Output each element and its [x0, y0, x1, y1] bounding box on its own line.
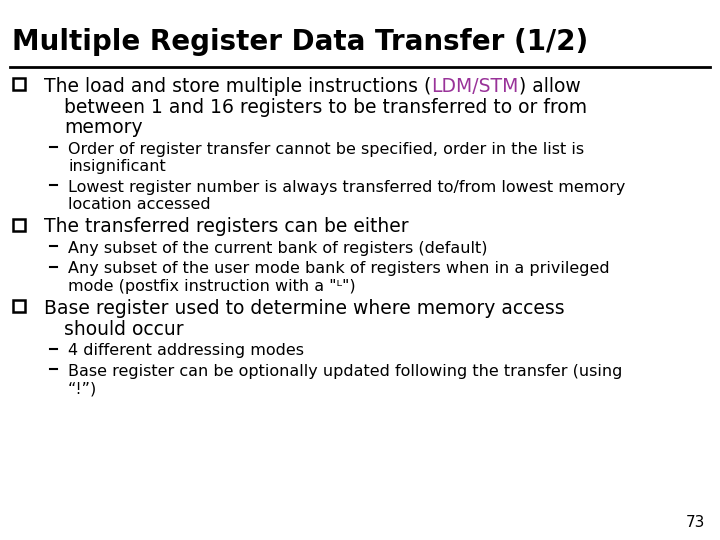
- Text: should occur: should occur: [64, 320, 184, 339]
- Text: The transferred registers can be either: The transferred registers can be either: [44, 218, 409, 237]
- Text: mode (postfix instruction with a "ᴸ"): mode (postfix instruction with a "ᴸ"): [68, 279, 356, 294]
- Text: 4 different addressing modes: 4 different addressing modes: [68, 343, 304, 359]
- Bar: [13, 219, 25, 231]
- Text: between 1 and 16 registers to be transferred to or from: between 1 and 16 registers to be transfe…: [64, 98, 587, 117]
- Text: ) allow: ) allow: [518, 77, 580, 96]
- Bar: [13, 300, 25, 313]
- Text: Any subset of the current bank of registers (default): Any subset of the current bank of regist…: [68, 241, 487, 256]
- Text: Base register used to determine where memory access: Base register used to determine where me…: [44, 300, 564, 319]
- Bar: [13, 78, 25, 90]
- Text: The load and store multiple instructions (: The load and store multiple instructions…: [44, 77, 431, 96]
- Text: memory: memory: [64, 118, 143, 137]
- Text: LDM/STM: LDM/STM: [431, 77, 518, 96]
- Text: insignificant: insignificant: [68, 159, 166, 174]
- Text: “!”): “!”): [68, 381, 97, 396]
- Text: location accessed: location accessed: [68, 197, 211, 212]
- Text: Multiple Register Data Transfer (1/2): Multiple Register Data Transfer (1/2): [12, 28, 588, 56]
- Text: Order of register transfer cannot be specified, order in the list is: Order of register transfer cannot be spe…: [68, 141, 584, 157]
- Text: Lowest register number is always transferred to/from lowest memory: Lowest register number is always transfe…: [68, 179, 626, 194]
- Text: 73: 73: [685, 515, 705, 530]
- Text: Any subset of the user mode bank of registers when in a privileged: Any subset of the user mode bank of regi…: [68, 261, 610, 276]
- Text: Base register can be optionally updated following the transfer (using: Base register can be optionally updated …: [68, 364, 622, 379]
